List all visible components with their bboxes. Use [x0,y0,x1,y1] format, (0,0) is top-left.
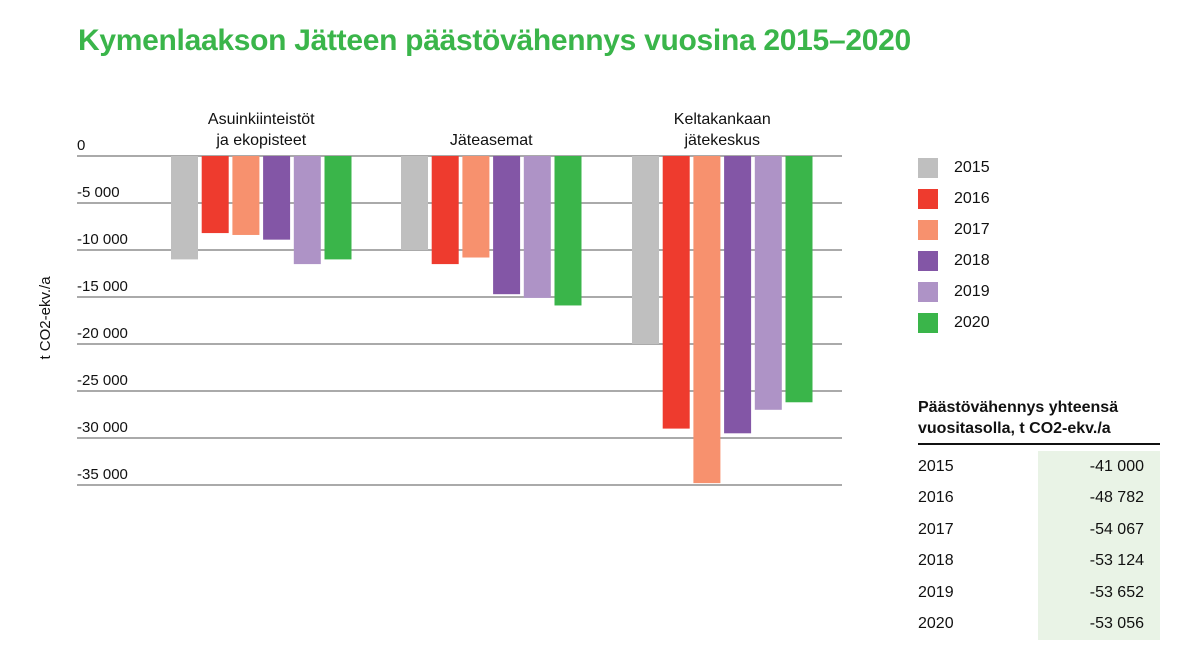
legend-item: 2018 [918,245,990,276]
legend-item: 2016 [918,183,990,214]
y-tick-label: -5 000 [77,184,120,201]
legend-swatch [918,157,938,178]
y-tick-label: -10 000 [77,231,128,248]
y-tick-label: -30 000 [77,419,128,436]
bar [724,156,752,434]
bar [632,156,659,344]
legend: 2015 2016 2017 2018 2019 2020 [918,152,990,338]
category-label: Keltakankaan [674,111,771,128]
legend-label: 2019 [954,282,990,300]
bar [662,156,690,429]
legend-swatch [918,219,938,240]
bar [785,156,813,403]
bar [324,156,352,260]
bar [201,156,229,234]
y-tick-label: -20 000 [77,325,128,342]
bar-chart: 0 -5 000 -10 000 -15 000 -20 000 -25 000 -30 0… [37,111,842,486]
summary-value: -53 652 [1038,577,1160,609]
bar [263,156,291,240]
summary-year: 2019 [918,583,954,601]
bar [754,156,782,410]
summary-row: 2018 -53 124 [918,545,1160,577]
bar [693,156,721,484]
legend-swatch [918,250,938,271]
summary-year: 2017 [918,520,954,538]
y-axis-label: t CO2-ekv./a [37,276,54,360]
summary-table-title: Päästövähennys yhteensä vuositasolla, t … [918,397,1160,445]
y-tick-label: 0 [77,137,85,154]
summary-year: 2020 [918,615,954,633]
y-tick-label: -25 000 [77,372,128,389]
legend-swatch [918,312,938,333]
legend-item: 2015 [918,152,990,183]
category-label: jätekeskus [683,132,760,149]
legend-item: 2017 [918,214,990,245]
category-label: ja ekopisteet [215,132,306,149]
bar [293,156,321,265]
bar [171,156,198,260]
bar [554,156,582,306]
chart-title: Kymenlaakson Jätteen päästövähennys vuos… [78,24,911,57]
legend-label: 2016 [954,189,990,207]
summary-value: -48 782 [1038,482,1160,514]
bar [523,156,551,298]
bar [462,156,490,258]
legend-label: 2017 [954,220,990,238]
legend-item: 2020 [918,307,990,338]
summary-value: -54 067 [1038,514,1160,546]
summary-row: 2016 -48 782 [918,482,1160,514]
bar [232,156,260,235]
category-label: Jäteasemat [450,132,533,149]
legend-swatch [918,281,938,302]
bar [493,156,521,295]
y-tick-label: -15 000 [77,278,128,295]
bar [431,156,459,265]
legend-label: 2020 [954,313,990,331]
category-label: Asuinkiinteistöt [208,111,315,128]
legend-label: 2018 [954,251,990,269]
summary-value: -53 124 [1038,545,1160,577]
legend-swatch [918,188,938,209]
legend-item: 2019 [918,276,990,307]
summary-year: 2015 [918,457,954,475]
summary-value: -53 056 [1038,608,1160,640]
summary-title-line: vuositasolla, t CO2-ekv./a [918,420,1111,437]
summary-row: 2019 -53 652 [918,577,1160,609]
summary-year: 2016 [918,489,954,507]
summary-title-line: Päästövähennys yhteensä [918,399,1119,416]
legend-label: 2015 [954,158,990,176]
summary-row: 2015 -41 000 [918,451,1160,483]
summary-value: -41 000 [1038,451,1160,483]
y-tick-label: -35 000 [77,466,128,483]
summary-row: 2017 -54 067 [918,514,1160,546]
bar [401,156,428,250]
summary-year: 2018 [918,552,954,570]
summary-row: 2020 -53 056 [918,608,1160,640]
summary-table: Päästövähennys yhteensä vuositasolla, t … [918,397,1160,640]
